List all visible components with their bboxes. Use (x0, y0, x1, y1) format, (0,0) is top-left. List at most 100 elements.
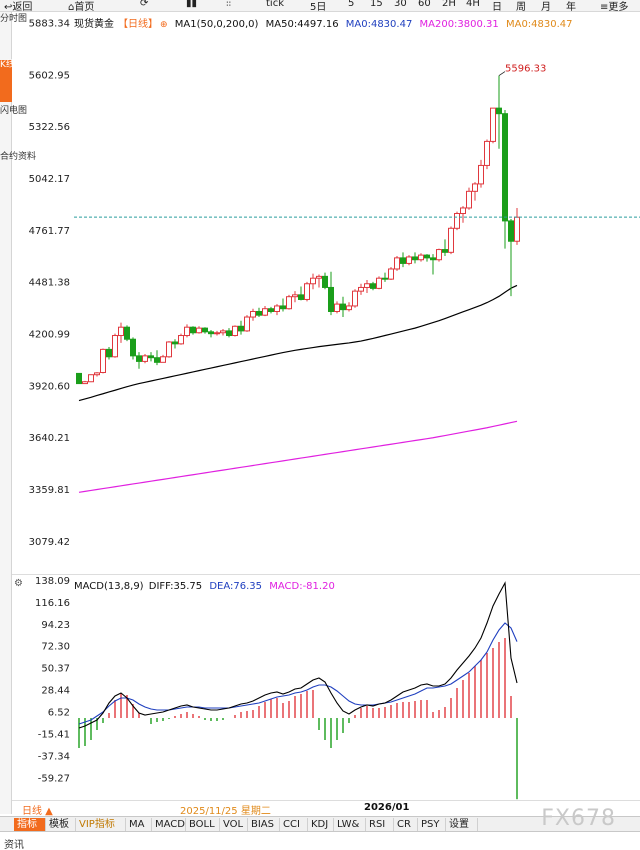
indicator-tab[interactable]: MACD (152, 818, 186, 831)
macd-legend-diff: DIFF:35.75 (148, 581, 203, 592)
settings-icon[interactable]: ⊕ (160, 20, 168, 30)
period-selector[interactable]: 日线 ▲ (22, 806, 53, 817)
candle-body (238, 325, 244, 332)
candle-body (328, 286, 334, 312)
tab-month[interactable]: 月 (541, 2, 551, 13)
tab-tick[interactable]: tick (266, 0, 284, 9)
indicator-tab[interactable]: MA (126, 818, 152, 831)
candle (238, 320, 244, 335)
candle-body (214, 332, 220, 335)
candle (352, 289, 358, 308)
y-tick-label: 3920.60 (29, 381, 70, 392)
candle (430, 254, 436, 275)
candle-body (172, 341, 178, 345)
max-pointer (498, 71, 506, 76)
candle-body (454, 213, 460, 229)
indicator-tab[interactable]: VIP指标 (76, 818, 126, 831)
diff-line (78, 581, 518, 729)
candle-body (316, 275, 322, 279)
candle-body (502, 113, 508, 222)
toolbar-back-button[interactable]: ↩返回 (4, 2, 33, 13)
tab-5day[interactable]: 5日 (310, 2, 327, 13)
candle (226, 328, 232, 338)
candle (82, 380, 88, 385)
tab-4h[interactable]: 4H (466, 0, 480, 9)
candle-body (76, 372, 82, 385)
candle-body (106, 348, 112, 358)
indicator-tab[interactable]: PSY (418, 818, 446, 831)
candle (322, 272, 328, 290)
candle-body (118, 326, 124, 337)
refresh-icon[interactable]: ⟳ (140, 0, 149, 9)
candle-body (406, 256, 412, 264)
y-tick-label: 4200.99 (29, 329, 70, 340)
tab-30[interactable]: 30 (394, 0, 407, 9)
candle (298, 286, 304, 301)
tab-day[interactable]: 日 (492, 2, 502, 13)
indicator-tab[interactable]: KDJ (308, 818, 334, 831)
indicator-tab[interactable]: LW& (334, 818, 366, 831)
macd-y-tick-label: 94.23 (41, 620, 70, 631)
tab-2h[interactable]: 2H (442, 0, 456, 9)
tab-year[interactable]: 年 (566, 2, 576, 13)
tab-5[interactable]: 5 (348, 0, 355, 9)
tab-60[interactable]: 60 (418, 0, 431, 9)
candle-body (112, 335, 118, 358)
candle (466, 187, 472, 210)
candle-body (190, 326, 196, 334)
y-tick-label: 4481.38 (29, 278, 70, 289)
legend-ma-setting[interactable]: MA1(50,0,200,0) (174, 19, 259, 30)
indicator-tab[interactable]: BIAS (248, 818, 280, 831)
candle (184, 324, 190, 338)
candle-body (448, 227, 454, 253)
candle-icon-2[interactable]: ⫶⫶ (226, 0, 231, 9)
candle-body (274, 305, 280, 312)
candle-body (340, 303, 346, 311)
tab-week[interactable]: 周 (516, 2, 526, 13)
y-tick-label: 4761.77 (29, 226, 70, 237)
candle (274, 304, 280, 316)
candle (382, 272, 388, 282)
candle (214, 330, 220, 336)
indicator-tab[interactable]: 设置 (446, 818, 478, 831)
candle (178, 333, 184, 345)
candle-icon[interactable]: ▮▮ (186, 0, 198, 9)
indicator-tab[interactable]: RSI (366, 818, 394, 831)
candle (310, 273, 316, 290)
toolbar-home-button[interactable]: ⌂首页 (68, 2, 95, 13)
indicator-tab[interactable]: BOLL (186, 818, 220, 831)
candle (256, 307, 262, 318)
sidebar-tab-flash[interactable]: 闪电图 (0, 106, 28, 116)
candle (304, 281, 310, 302)
macd-chart[interactable]: 138.09 116.16 94.23 72.30 50.37 28.44 6.52 -15.… (12, 575, 640, 801)
candle-body (478, 164, 484, 185)
tab-15[interactable]: 15 (370, 0, 383, 9)
sidebar-tab-kline[interactable]: K线图 (0, 60, 24, 102)
candle (316, 274, 322, 288)
sidebar-tab-timeshare[interactable]: 分时图 (0, 14, 28, 24)
candle-body (232, 325, 238, 337)
indicator-tab[interactable]: CR (394, 818, 418, 831)
candle (262, 305, 268, 317)
candle-body (370, 283, 376, 289)
indicator-tab[interactable]: VOL (220, 818, 248, 831)
indicator-tab[interactable]: CCI (280, 818, 308, 831)
indicator-tab[interactable]: 指标 (14, 818, 46, 831)
tab-more[interactable]: ≡更多 (600, 2, 629, 13)
candle (148, 352, 154, 362)
candle (208, 329, 214, 338)
candle (490, 107, 496, 144)
sidebar-tab-contract[interactable]: 合约资料 (0, 152, 37, 162)
candle-body (166, 341, 172, 358)
news-label[interactable]: 资讯 (4, 840, 24, 850)
candle-body (160, 356, 166, 363)
candle-body (292, 294, 298, 298)
macd-legend-title: MACD(13,8,9) (74, 581, 144, 592)
indicator-tab[interactable]: 模板 (46, 818, 76, 831)
candle-body (352, 290, 358, 307)
candle-body (376, 277, 382, 289)
candle (388, 267, 394, 281)
price-chart[interactable]: 5883.34 5602.95 5322.56 5042.17 4761.77 4481.… (12, 12, 640, 574)
candle-body (250, 310, 256, 318)
